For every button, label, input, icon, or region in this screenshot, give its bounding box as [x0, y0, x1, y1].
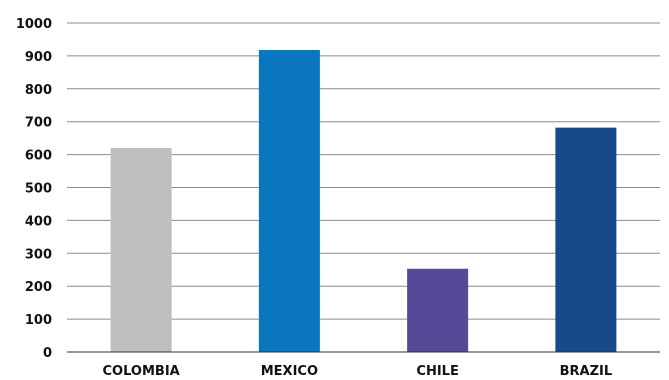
y-tick-label: 100 — [25, 313, 52, 328]
y-tick-label: 0 — [43, 346, 52, 361]
y-tick-label: 1000 — [16, 17, 52, 32]
x-axis-categories: COLOMBIA MEXICO CHILE BRAZIL — [103, 364, 613, 379]
bars — [110, 49, 617, 353]
x-category-label: CHILE — [416, 364, 458, 379]
bar-colombia — [110, 148, 172, 352]
x-category-label: MEXICO — [261, 364, 318, 379]
y-tick-label: 600 — [25, 149, 52, 164]
bar-mexico — [258, 49, 320, 353]
y-tick-label: 800 — [25, 83, 52, 98]
y-tick-label: 500 — [25, 182, 52, 197]
y-axis-ticks: 0 100 200 300 400 500 600 700 800 900 1000 — [16, 17, 52, 361]
y-tick-label: 200 — [25, 280, 52, 295]
y-tick-label: 400 — [25, 214, 52, 229]
bar-brazil — [555, 127, 617, 352]
y-tick-label: 300 — [25, 247, 52, 262]
y-tick-label: 900 — [25, 50, 52, 65]
y-tick-label: 700 — [25, 116, 52, 131]
x-category-label: COLOMBIA — [103, 364, 180, 379]
bar-chile — [407, 268, 469, 352]
x-category-label: BRAZIL — [560, 364, 613, 379]
